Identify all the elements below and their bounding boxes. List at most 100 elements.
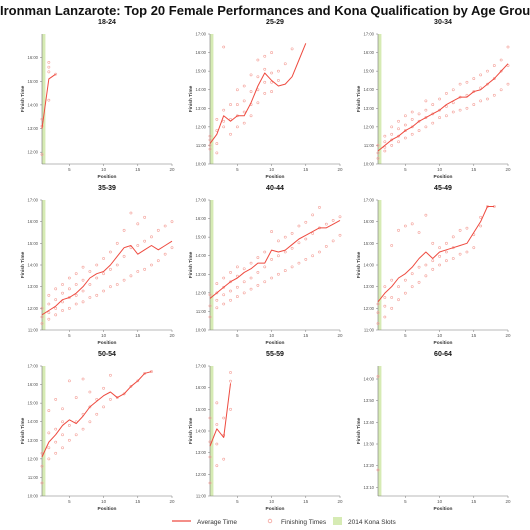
x-tick-label: 5: [236, 167, 239, 172]
finishing-time-point: [431, 112, 435, 116]
finishing-time-point: [115, 396, 119, 399]
y-tick-label: 13:50: [364, 398, 375, 403]
finishing-time-point: [88, 420, 92, 424]
finishing-time-point: [410, 272, 414, 276]
finishing-time-point: [472, 103, 476, 106]
y-tick-label: 13:00: [196, 272, 207, 277]
finishing-time-point: [451, 101, 455, 105]
finishing-time-point: [170, 220, 174, 224]
y-tick-label: 10:00: [196, 162, 207, 167]
finishing-time-point: [222, 285, 226, 289]
finishing-time-point: [390, 306, 394, 310]
panel-title: 60-64: [434, 351, 452, 358]
panel-title: 40-44: [266, 185, 284, 192]
finishing-time-point: [47, 409, 51, 412]
finishing-time-point: [143, 215, 147, 219]
finishing-time-point: [40, 481, 44, 485]
kona-slot-band: [378, 34, 382, 164]
x-tick-label: 15: [303, 333, 309, 338]
finishing-time-point: [215, 142, 219, 145]
finishing-time-point: [136, 270, 140, 273]
finishing-time-point: [54, 440, 58, 444]
y-tick-label: 10:00: [28, 494, 39, 499]
finishing-time-point: [40, 322, 44, 325]
average-time-line: [41, 240, 173, 316]
finishing-time-point: [331, 219, 335, 222]
finishing-time-point: [54, 306, 58, 310]
finishing-time-point: [424, 108, 428, 112]
finishing-time-point: [235, 125, 239, 129]
y-tick-label: 13:10: [364, 485, 375, 490]
finishing-time-point: [47, 457, 51, 461]
x-axis-label: Position: [98, 506, 117, 512]
finishing-time-point: [47, 70, 51, 74]
finishing-time-point: [102, 289, 105, 293]
finishing-time-point: [95, 398, 99, 401]
kona-slot-band: [210, 366, 214, 496]
finishing-time-point: [311, 232, 315, 235]
y-tick-label: 17:00: [28, 198, 39, 203]
finishing-time-point: [403, 129, 407, 132]
finishing-time-point: [397, 127, 400, 131]
finishing-time-point: [397, 140, 400, 144]
finishing-time-point: [129, 211, 133, 215]
x-tick-label: 10: [437, 167, 443, 172]
x-tick-label: 15: [135, 167, 141, 172]
finishing-time-point: [102, 272, 105, 276]
finishing-time-point: [235, 285, 239, 289]
finishing-time-point: [290, 47, 294, 51]
x-axis-label: Position: [98, 174, 117, 180]
finishing-time-point: [431, 259, 435, 263]
finishing-time-point: [229, 289, 232, 293]
finishing-time-point: [263, 280, 267, 284]
finishing-time-point: [486, 82, 489, 86]
x-tick-label: 10: [437, 499, 443, 504]
finishing-time-point: [115, 241, 119, 245]
finishing-time-point: [410, 125, 414, 129]
finishing-time-point: [122, 254, 126, 258]
y-tick-label: 12:00: [196, 124, 207, 129]
finishing-time-point: [156, 259, 160, 263]
y-tick-label: 14:00: [364, 377, 375, 382]
kona-slot-band: [378, 200, 382, 330]
finishing-time-point: [417, 112, 421, 116]
x-tick-label: 15: [471, 499, 477, 504]
x-tick-label: 5: [404, 167, 407, 172]
panel-title: 18-24: [98, 19, 116, 26]
finishing-time-point: [472, 246, 476, 250]
finishing-time-point: [102, 405, 105, 409]
finishing-time-point: [109, 285, 112, 289]
finishing-time-point: [451, 235, 455, 239]
y-tick-label: 13:00: [28, 284, 39, 289]
finishing-time-point: [383, 134, 387, 138]
finishing-time-point: [376, 157, 380, 160]
legend-kona-swatch: [333, 517, 342, 525]
y-tick-label: 16:00: [196, 385, 207, 390]
finishing-time-point: [376, 144, 380, 147]
finishing-time-point: [283, 62, 287, 66]
y-axis-label: Finish Time: [188, 417, 194, 444]
finishing-time-point: [318, 250, 321, 254]
finishing-time-point: [47, 311, 51, 315]
finishing-time-point: [383, 315, 387, 319]
finishing-time-point: [324, 222, 328, 226]
finishing-time-point: [229, 407, 232, 411]
finishing-time-point: [163, 252, 167, 256]
finishing-time-point: [170, 246, 174, 250]
finishing-time-point: [397, 228, 400, 232]
finishing-time-point: [479, 224, 483, 228]
finishing-time-point: [465, 106, 469, 110]
finishing-time-point: [235, 274, 239, 278]
x-axis-label: Position: [266, 340, 285, 346]
finishing-time-point: [376, 322, 380, 325]
y-tick-label: 15:00: [364, 241, 375, 246]
finishing-time-point: [67, 379, 71, 383]
y-tick-label: 11:00: [364, 328, 375, 333]
y-tick-label: 11:00: [28, 328, 39, 333]
finishing-time-point: [109, 373, 112, 377]
finishing-time-point: [397, 134, 400, 138]
finishing-time-point: [54, 313, 58, 317]
finishing-time-point: [150, 263, 153, 267]
finishing-time-point: [263, 80, 267, 84]
